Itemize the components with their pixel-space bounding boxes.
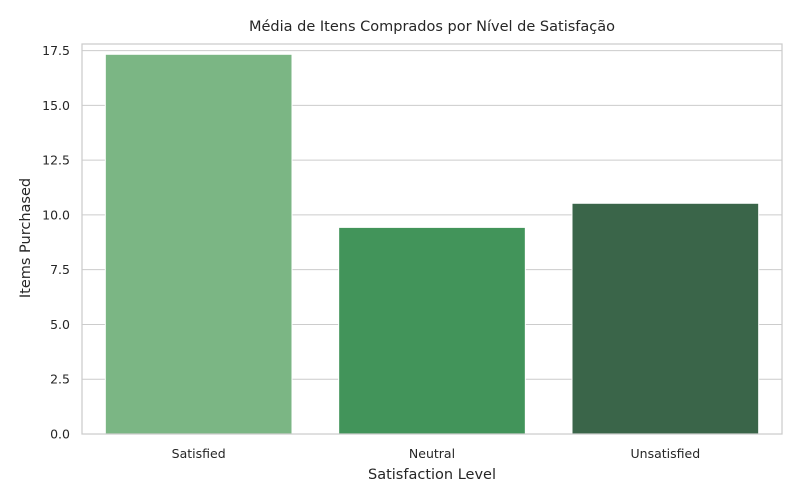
bars: [104, 53, 760, 435]
y-axis-label: Items Purchased: [18, 178, 34, 298]
y-tick-label: 7.5: [50, 262, 70, 277]
y-tick-label: 2.5: [50, 372, 70, 387]
bar-satisfied: [104, 53, 293, 435]
chart-title: Média de Itens Comprados por Nível de Sa…: [249, 19, 615, 35]
bar-unsatisfied: [571, 202, 760, 435]
y-tick-labels: 0.0 2.5 5.0 7.5 10.0 12.5 15.0 17.5: [42, 43, 70, 441]
y-tick-label: 17.5: [42, 43, 70, 58]
x-tick-labels: Satisfied Neutral Unsatisfied: [172, 446, 700, 461]
bar-neutral: [338, 226, 526, 435]
y-tick-label: 10.0: [42, 207, 70, 222]
y-tick-label: 15.0: [42, 98, 70, 113]
x-tick-label-unsatisfied: Unsatisfied: [631, 446, 701, 461]
plot-frame: [81, 43, 783, 435]
x-axis-label: Satisfaction Level: [368, 467, 496, 483]
y-tick-label: 0.0: [50, 427, 70, 442]
x-tick-label-neutral: Neutral: [409, 446, 455, 461]
x-tick-label-satisfied: Satisfied: [172, 446, 226, 461]
y-tick-label: 5.0: [50, 317, 70, 332]
y-tick-label: 12.5: [42, 153, 70, 168]
